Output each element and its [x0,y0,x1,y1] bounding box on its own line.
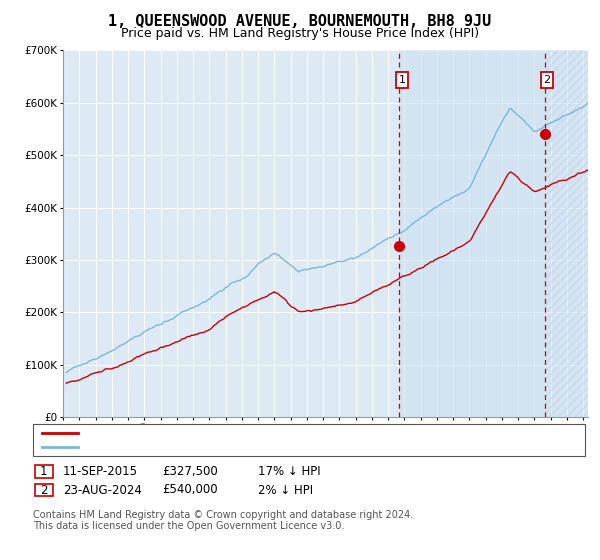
Text: 17% ↓ HPI: 17% ↓ HPI [258,465,320,478]
Text: 2: 2 [40,483,47,497]
Text: 1, QUEENSWOOD AVENUE, BOURNEMOUTH, BH8 9JU: 1, QUEENSWOOD AVENUE, BOURNEMOUTH, BH8 9… [109,14,491,29]
Text: Price paid vs. HM Land Registry's House Price Index (HPI): Price paid vs. HM Land Registry's House … [121,27,479,40]
Text: 2% ↓ HPI: 2% ↓ HPI [258,483,313,497]
Text: Contains HM Land Registry data © Crown copyright and database right 2024.
This d: Contains HM Land Registry data © Crown c… [33,510,413,531]
Bar [545,50,588,417]
Text: £540,000: £540,000 [162,483,218,497]
Text: 23-AUG-2024: 23-AUG-2024 [63,483,142,497]
Text: £327,500: £327,500 [162,465,218,478]
Text: HPI: Average price, detached house, Bournemouth Christchurch and Poole: HPI: Average price, detached house, Bour… [84,442,499,452]
Text: 2: 2 [544,74,551,85]
Text: 11-SEP-2015: 11-SEP-2015 [63,465,138,478]
Text: 1: 1 [40,465,47,478]
Bar [400,50,545,417]
Text: 1: 1 [398,74,406,85]
Text: 1, QUEENSWOOD AVENUE, BOURNEMOUTH, BH8 9JU (detached house): 1, QUEENSWOOD AVENUE, BOURNEMOUTH, BH8 9… [84,428,480,438]
